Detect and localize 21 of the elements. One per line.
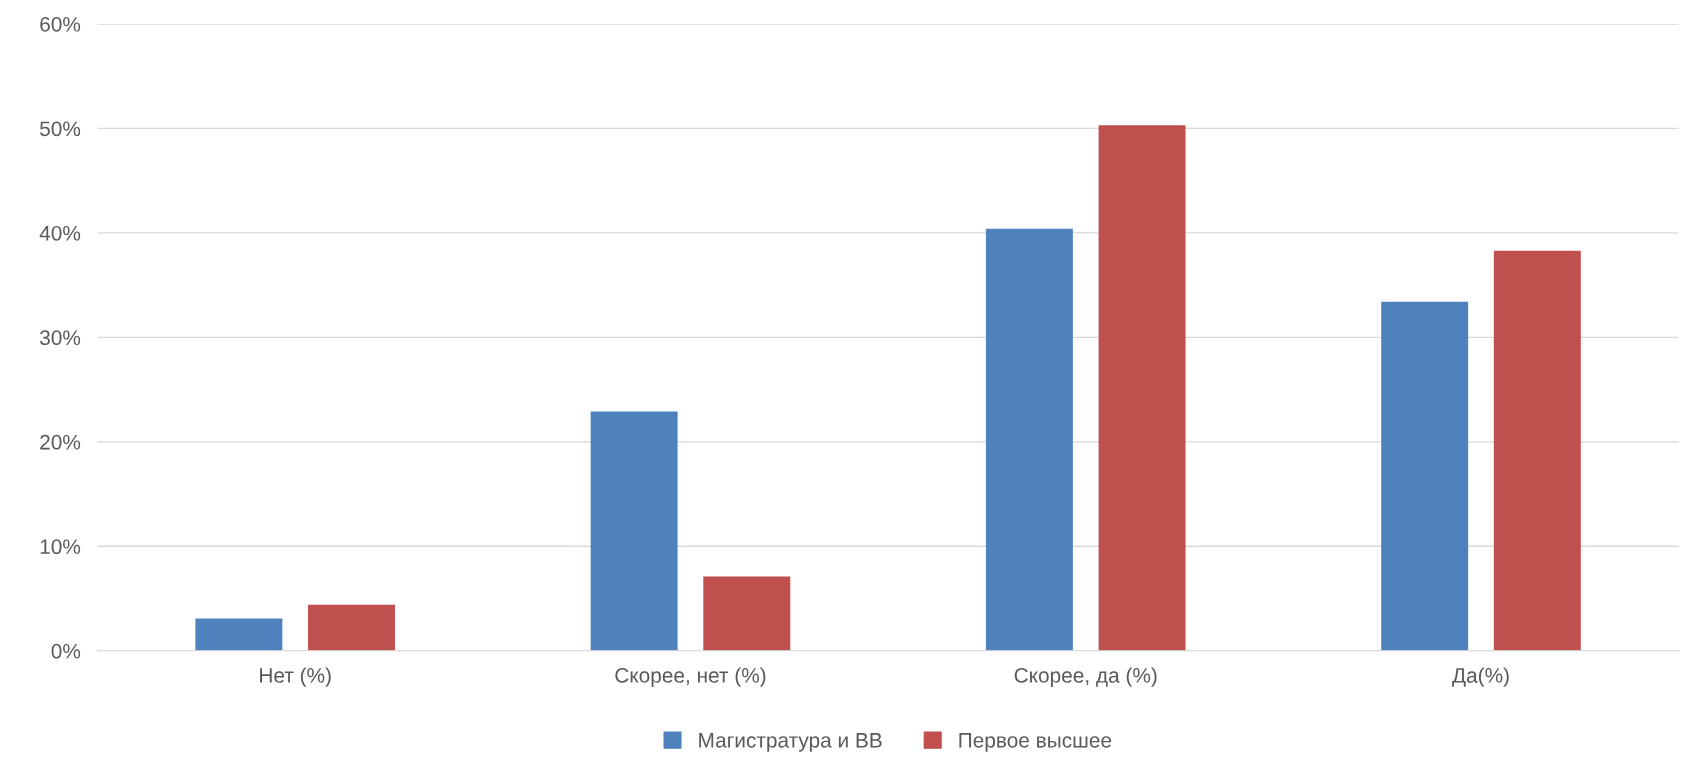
bar (1381, 301, 1469, 651)
x-tick-label: Да(%) (1452, 667, 1509, 687)
bar (1098, 125, 1186, 651)
y-tick-label: 0% (51, 643, 81, 659)
y-tick-label: 30% (39, 330, 81, 346)
x-tick-label: Скорее, нет (%) (615, 667, 766, 687)
bar (195, 618, 283, 651)
y-tick-label: 10% (40, 539, 81, 555)
x-tick-label: Скорее, да (%) (1014, 667, 1157, 687)
y-tick-label: 20% (40, 434, 81, 450)
y-tick-label: 40% (39, 225, 81, 241)
y-tick-label: 50% (40, 121, 81, 137)
legend-label: Магистратура и ВВ (699, 733, 882, 752)
bar (985, 228, 1073, 651)
bar (703, 576, 791, 651)
bar (590, 411, 678, 651)
bar (308, 604, 395, 651)
bar (1493, 250, 1581, 651)
legend-label: Первое высшее (959, 733, 1112, 752)
y-tick-label: 60% (40, 16, 81, 32)
x-tick-label: Нет (%) (260, 667, 331, 687)
